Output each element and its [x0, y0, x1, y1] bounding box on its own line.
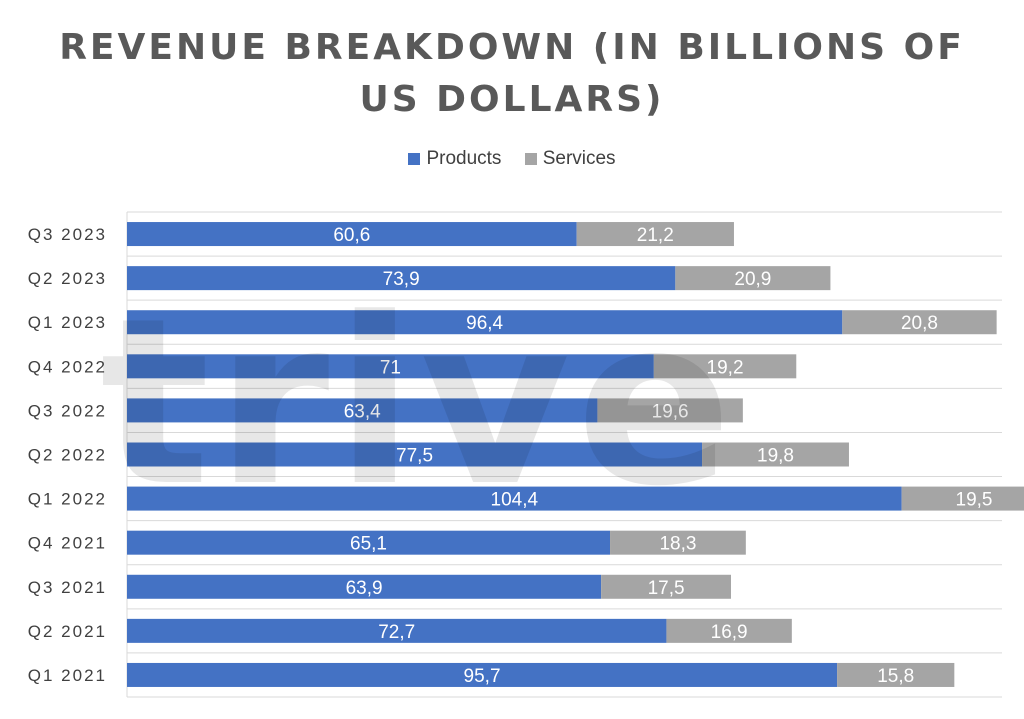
- chart-title-line-2: US DOLLARS): [359, 79, 665, 120]
- bar-products-q3-2023: [127, 222, 577, 247]
- bar-products-q1-2022: [127, 486, 902, 511]
- legend-swatch-products: [408, 153, 421, 165]
- bar-services-q2-2021: [666, 618, 792, 643]
- legend-label-services: Services: [542, 148, 616, 169]
- data-label-products-q2-2022: 77,5: [396, 446, 433, 467]
- category-label-q2-2023: Q2 2023: [28, 269, 107, 288]
- data-label-services-q3-2021: 17,5: [648, 578, 685, 599]
- data-label-services-q1-2023: 20,8: [901, 313, 938, 334]
- chart-title: REVENUE BREAKDOWN (IN BILLIONS OF US DOL…: [0, 22, 1024, 126]
- data-label-products-q4-2022: 71: [380, 357, 401, 378]
- category-label-q3-2022: Q3 2022: [28, 401, 107, 420]
- bar-products-q2-2022: [127, 442, 703, 467]
- data-label-services-q2-2022: 19,8: [757, 446, 794, 467]
- category-label-q1-2022: Q1 2022: [28, 490, 107, 509]
- bar-services-q1-2023: [842, 310, 997, 335]
- data-label-services-q4-2021: 18,3: [659, 534, 696, 555]
- legend-swatch-services: [524, 153, 537, 165]
- data-label-products-q4-2021: 65,1: [350, 534, 387, 555]
- bar-services-q4-2021: [610, 530, 746, 555]
- bar-services-q1-2022: [901, 486, 1024, 511]
- category-label-q1-2023: Q1 2023: [28, 313, 107, 332]
- data-label-products-q3-2022: 63,4: [344, 401, 381, 422]
- bar-services-q2-2023: [675, 266, 831, 291]
- bar-services-q3-2023: [576, 222, 734, 247]
- data-label-services-q3-2022: 19,6: [652, 401, 689, 422]
- bar-products-q2-2023: [127, 266, 676, 291]
- category-label-q2-2022: Q2 2022: [28, 446, 107, 465]
- bar-services-q2-2022: [702, 442, 849, 467]
- data-label-products-q3-2021: 63,9: [346, 578, 383, 599]
- bar-products-q1-2021: [127, 662, 838, 687]
- bar-products-q2-2021: [127, 618, 667, 643]
- bar-products-q4-2021: [127, 530, 611, 555]
- bar-products-q4-2022: [127, 354, 654, 379]
- chart-title-line-1: REVENUE BREAKDOWN (IN BILLIONS OF: [59, 27, 965, 68]
- data-label-products-q3-2023: 60,6: [333, 225, 370, 246]
- data-label-services-q3-2023: 21,2: [637, 225, 674, 246]
- bar-products-q3-2021: [127, 574, 602, 599]
- data-label-products-q1-2023: 96,4: [466, 313, 503, 334]
- category-label-q4-2022: Q4 2022: [28, 357, 107, 376]
- bar-products-q3-2022: [127, 398, 598, 423]
- legend-item-products[interactable]: Products: [408, 148, 501, 170]
- legend-item-services[interactable]: Services: [524, 148, 616, 170]
- bar-services-q1-2021: [837, 662, 955, 687]
- data-label-services-q2-2021: 16,9: [711, 622, 748, 643]
- data-label-services-q2-2023: 20,9: [734, 269, 771, 290]
- category-label-q1-2021: Q1 2021: [28, 666, 107, 685]
- data-label-services-q1-2022: 19,5: [956, 490, 993, 511]
- data-label-products-q2-2021: 72,7: [378, 622, 415, 643]
- data-label-services-q1-2021: 15,8: [877, 666, 914, 687]
- legend-label-products: Products: [426, 148, 502, 169]
- bar-services-q3-2022: [597, 398, 743, 423]
- category-label-q3-2023: Q3 2023: [28, 225, 107, 244]
- data-label-products-q1-2022: 104,4: [491, 490, 539, 511]
- bar-products-q1-2023: [127, 310, 843, 335]
- category-label-q2-2021: Q2 2021: [28, 622, 107, 641]
- category-label-q3-2021: Q3 2021: [28, 578, 107, 597]
- data-label-products-q2-2023: 73,9: [383, 269, 420, 290]
- data-label-services-q4-2022: 19,2: [707, 357, 744, 378]
- bar-services-q3-2021: [601, 574, 731, 599]
- bar-services-q4-2022: [653, 354, 797, 379]
- category-label-q4-2021: Q4 2021: [28, 534, 107, 553]
- data-label-products-q1-2021: 95,7: [464, 666, 501, 687]
- chart-legend: Products Services: [0, 148, 1024, 171]
